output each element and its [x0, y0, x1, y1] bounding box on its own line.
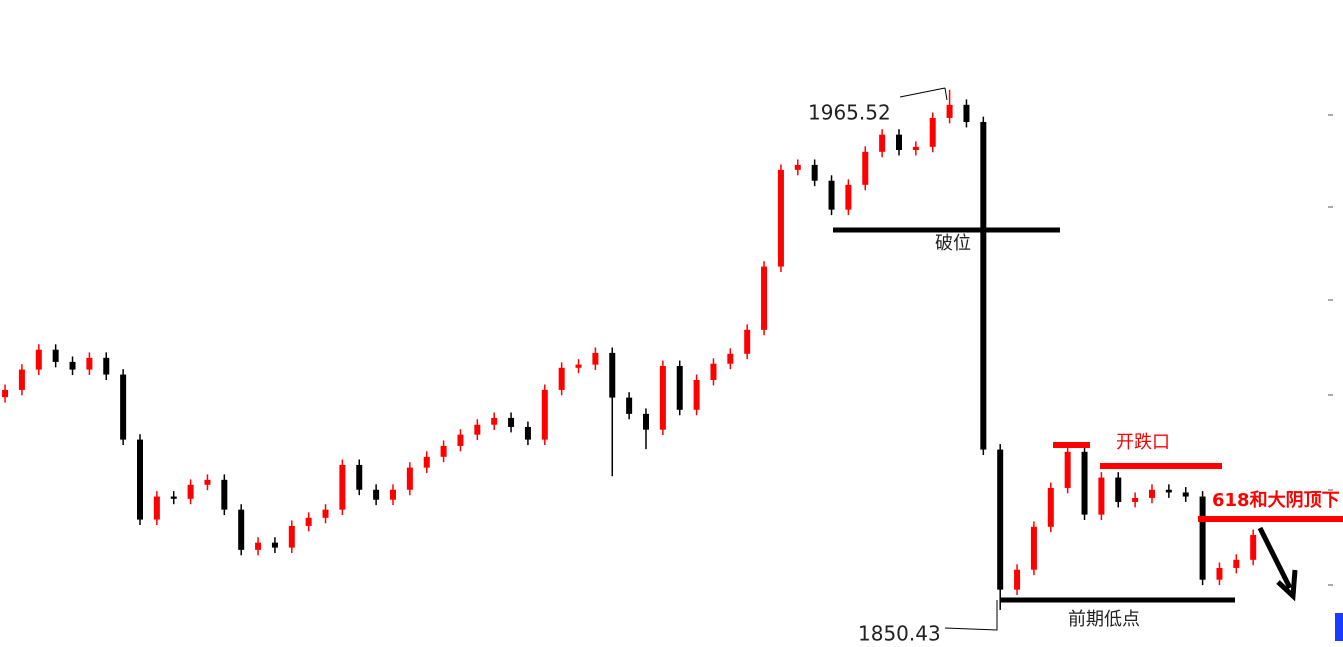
- body: [1165, 489, 1172, 493]
- body: [339, 464, 346, 510]
- body: [457, 434, 464, 446]
- body: [423, 456, 430, 468]
- prior-low-label: 前期低点: [1068, 609, 1140, 630]
- body: [541, 389, 548, 440]
- body: [862, 151, 869, 185]
- body: [1115, 477, 1122, 502]
- body: [794, 164, 801, 170]
- arrow-head: [1276, 569, 1298, 602]
- body: [642, 413, 649, 430]
- body: [491, 417, 498, 425]
- body: [322, 509, 329, 518]
- body: [103, 357, 110, 375]
- body: [727, 353, 734, 364]
- body: [406, 467, 413, 490]
- body: [929, 117, 936, 147]
- body: [1081, 451, 1088, 515]
- body: [2, 389, 9, 398]
- body: [187, 484, 194, 499]
- body: [170, 496, 177, 499]
- body: [997, 449, 1004, 590]
- body: [693, 379, 700, 410]
- candles: [2, 89, 1257, 610]
- body: [305, 517, 312, 526]
- break-label: 破位: [935, 233, 971, 254]
- body: [440, 445, 447, 457]
- body: [69, 361, 76, 370]
- body: [86, 357, 93, 370]
- body: [1098, 477, 1105, 515]
- connector: [944, 600, 998, 631]
- body: [288, 525, 295, 548]
- body: [373, 489, 380, 500]
- right-ticks: [1328, 114, 1333, 586]
- body: [204, 479, 211, 485]
- body: [221, 479, 228, 510]
- body: [963, 104, 970, 122]
- body: [895, 134, 902, 151]
- body: [52, 349, 59, 362]
- body: [845, 184, 852, 210]
- body: [1030, 526, 1037, 570]
- body: [238, 509, 245, 550]
- body: [508, 417, 515, 427]
- body: [980, 121, 987, 450]
- body: [1014, 569, 1021, 590]
- body: [474, 424, 481, 435]
- body: [1216, 567, 1223, 580]
- body: [524, 426, 531, 440]
- body: [1233, 559, 1240, 568]
- body: [777, 169, 784, 267]
- body: [153, 496, 160, 520]
- body: [558, 367, 565, 390]
- annotations: 1965.52 1850.43 破位 开跌口 前期低点 618和大阴顶下: [808, 87, 1343, 646]
- resistance-label: 618和大阴顶下: [1212, 489, 1340, 511]
- body: [626, 397, 633, 414]
- body: [1132, 497, 1139, 502]
- body: [912, 146, 919, 151]
- connector: [944, 87, 948, 101]
- body: [879, 134, 886, 152]
- body: [356, 464, 363, 490]
- body: [255, 542, 262, 550]
- body: [828, 180, 835, 210]
- scroll-button[interactable]: [1335, 613, 1343, 641]
- body: [946, 104, 953, 118]
- body: [744, 329, 751, 354]
- body: [136, 439, 143, 520]
- body: [659, 365, 666, 430]
- body: [120, 374, 127, 440]
- body: [18, 369, 25, 390]
- body: [609, 352, 616, 398]
- body: [389, 489, 396, 500]
- body: [710, 363, 717, 380]
- body: [1199, 496, 1206, 580]
- high-label: 1965.52: [808, 101, 891, 125]
- body: [35, 349, 42, 370]
- body: [811, 164, 818, 181]
- low-label: 1850.43: [858, 622, 941, 646]
- gap-label: 开跌口: [1116, 432, 1170, 453]
- body: [1148, 489, 1155, 498]
- body: [1182, 492, 1189, 497]
- body: [761, 266, 768, 330]
- connector: [899, 87, 946, 98]
- body: [676, 365, 683, 410]
- body: [1250, 534, 1257, 560]
- body: [1047, 487, 1054, 527]
- body: [575, 364, 582, 368]
- body: [1064, 451, 1071, 488]
- body: [271, 542, 278, 548]
- body: [592, 352, 599, 365]
- arrow: [1257, 526, 1293, 590]
